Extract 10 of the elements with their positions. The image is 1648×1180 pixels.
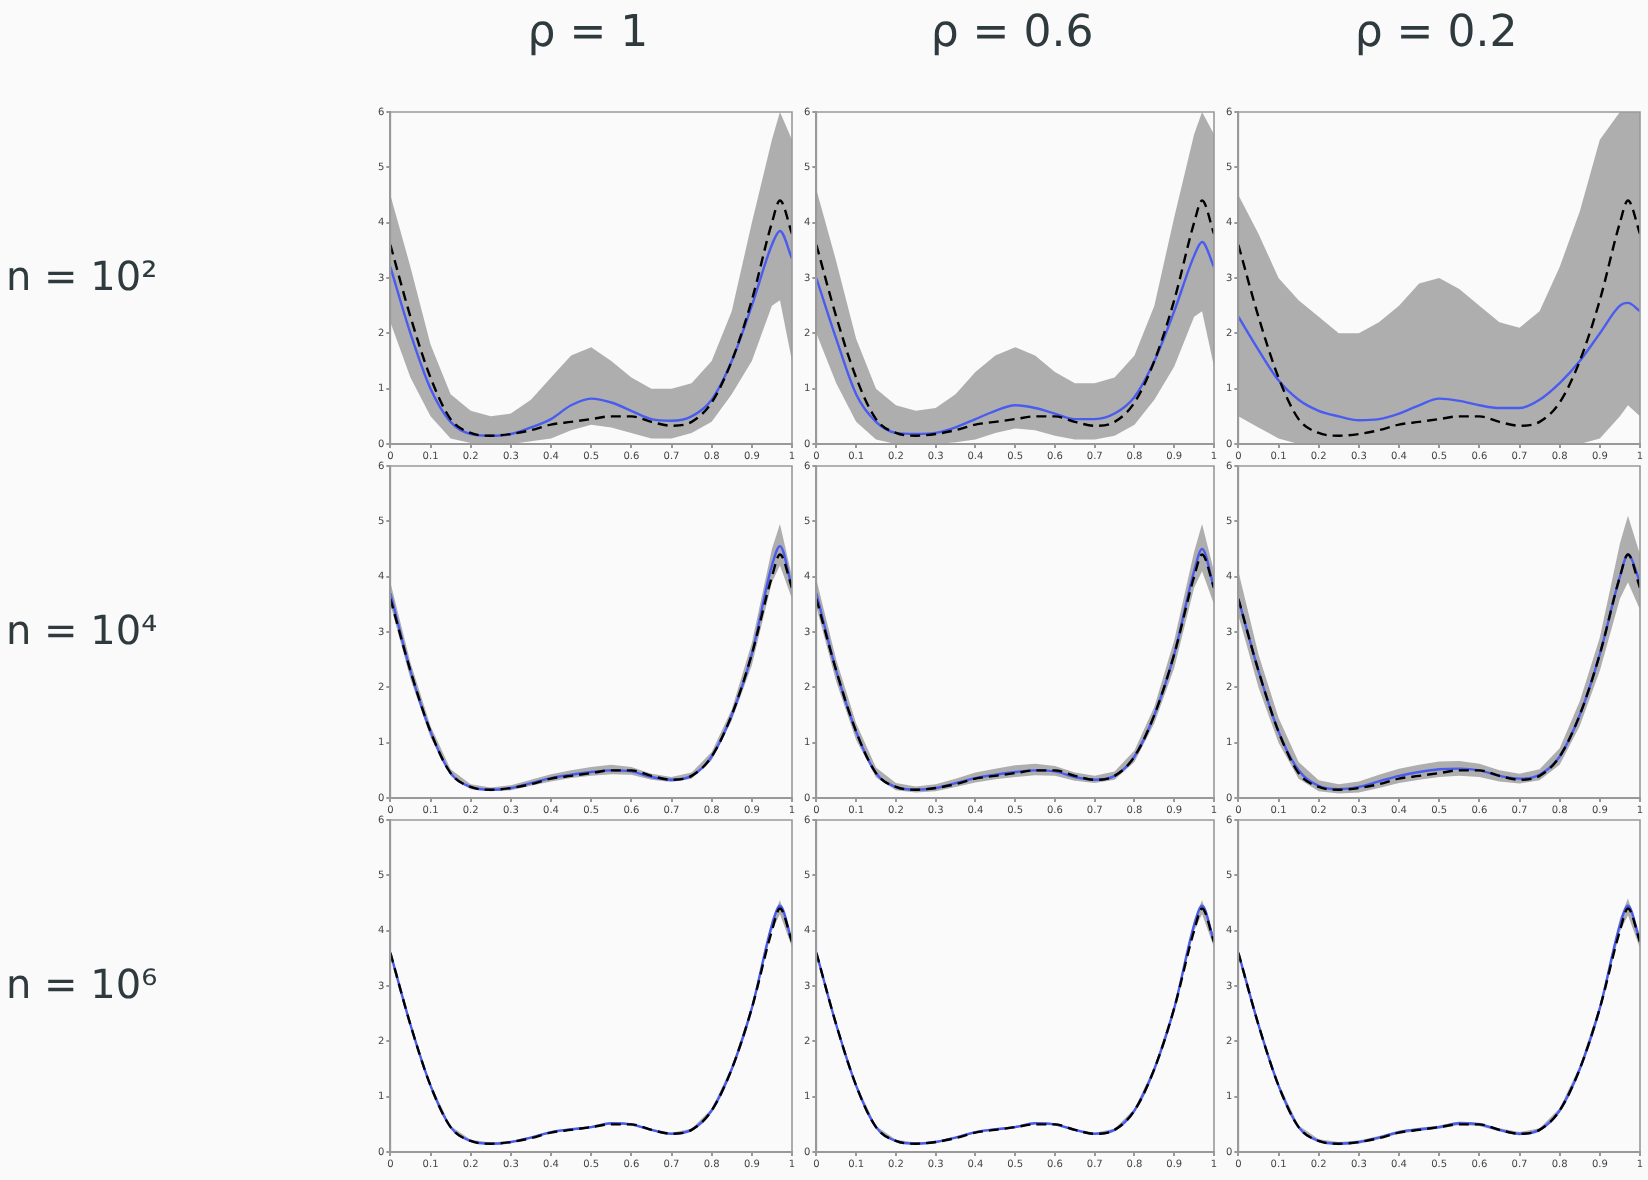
y-axis-title: n = 10⁴ xyxy=(6,606,160,654)
y-axis-title: n = 10² xyxy=(6,252,160,300)
y-axis-title: n = 10⁶ xyxy=(6,960,160,1008)
line-series xyxy=(816,240,1214,436)
line-series xyxy=(816,199,1214,437)
chart-title: ρ = 1 xyxy=(525,8,651,58)
chart-title: ρ = 0.6 xyxy=(928,8,1096,58)
line-series xyxy=(1238,199,1640,437)
chart-title: ρ = 0.2 xyxy=(1352,8,1520,58)
line-series xyxy=(1238,301,1640,422)
